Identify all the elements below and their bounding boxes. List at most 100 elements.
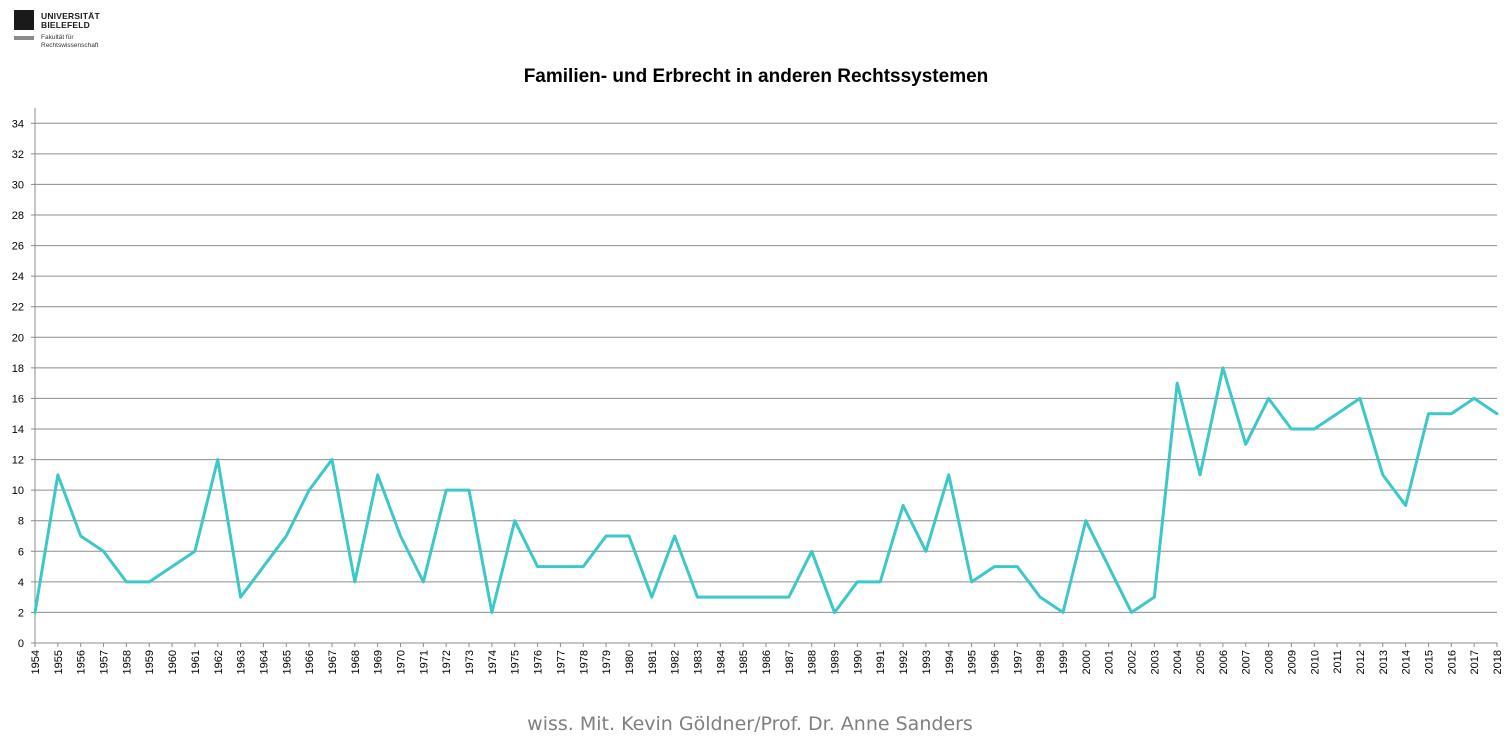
- x-tick-label: 1975: [510, 650, 522, 674]
- x-tick-label: 2001: [1104, 650, 1116, 674]
- x-tick-label: 2014: [1401, 650, 1413, 674]
- y-tick-label: 14: [12, 424, 24, 436]
- x-tick-label: 1980: [624, 650, 636, 674]
- y-tick-label: 0: [18, 638, 24, 650]
- x-tick-label: 2004: [1172, 650, 1184, 674]
- x-tick-label: 1970: [396, 650, 408, 674]
- x-tick-label: 1979: [601, 650, 613, 674]
- x-tick-label: 1971: [418, 650, 430, 674]
- x-tick-label: 1999: [1058, 650, 1070, 674]
- x-tick-label: 1994: [944, 650, 956, 674]
- x-tick-label: 1961: [190, 650, 202, 674]
- y-tick-label: 20: [12, 332, 24, 344]
- y-tick-label: 8: [18, 516, 24, 528]
- author-credit: wiss. Mit. Kevin Göldner/Prof. Dr. Anne …: [527, 713, 973, 735]
- x-tick-label: 1969: [373, 650, 385, 674]
- x-tick-label: 1956: [76, 650, 88, 674]
- x-tick-label: 1991: [875, 650, 887, 674]
- x-tick-label: 1954: [30, 650, 42, 674]
- logo-university-name: UNIVERSITÄT BIELEFELD: [41, 12, 100, 30]
- x-tick-label: 2003: [1149, 650, 1161, 674]
- x-tick-label: 1978: [578, 650, 590, 674]
- x-tick-label: 1955: [53, 650, 65, 674]
- logo-faculty-line-2: Rechtswissenschaft: [41, 41, 99, 49]
- x-tick-label: 2012: [1355, 650, 1367, 674]
- x-tick-label: 1988: [807, 650, 819, 674]
- x-tick-label: 1974: [487, 650, 499, 674]
- x-tick-label: 1959: [144, 650, 156, 674]
- x-tick-label: 1995: [967, 650, 979, 674]
- axes: [31, 108, 1498, 647]
- y-tick-label: 16: [12, 393, 24, 405]
- x-tick-label: 1993: [921, 650, 933, 674]
- x-tick-label: 2010: [1309, 650, 1321, 674]
- x-tick-label: 2002: [1127, 650, 1139, 674]
- y-tick-label: 2: [18, 607, 24, 619]
- x-tick-label: 2007: [1241, 650, 1253, 674]
- x-tick-label: 1977: [555, 650, 567, 674]
- x-tick-label: 1957: [99, 650, 111, 674]
- x-tick-label: 1967: [327, 650, 339, 674]
- logo-university-line-1: UNIVERSITÄT: [41, 11, 100, 21]
- x-tick-label: 1992: [898, 650, 910, 674]
- x-tick-labels: 1954 1955 1956 1957 1958 1959 1960 1961 1962 1963…: [30, 650, 1504, 674]
- x-tick-label: 2009: [1286, 650, 1298, 674]
- x-tick-label: 1964: [258, 650, 270, 674]
- logo-bar-icon: [14, 36, 34, 40]
- x-tick-label: 1998: [1035, 650, 1047, 674]
- logo-university-line-2: BIELEFELD: [41, 20, 91, 30]
- y-tick-label: 12: [12, 455, 24, 467]
- y-tick-label: 22: [12, 302, 24, 314]
- x-tick-label: 1960: [167, 650, 179, 674]
- logo-faculty-line-1: Fakultät für: [41, 34, 74, 41]
- gridlines: [35, 122, 1497, 613]
- x-tick-label: 1986: [761, 650, 773, 674]
- logo-square-icon: [14, 10, 34, 30]
- y-tick-label: 6: [18, 546, 24, 558]
- y-tick-label: 28: [12, 210, 24, 222]
- x-tick-label: 2015: [1423, 650, 1435, 674]
- x-tick-label: 1976: [533, 650, 545, 674]
- x-tick-label: 2006: [1218, 650, 1230, 674]
- x-tick-label: 1962: [213, 650, 225, 674]
- logo-faculty-name: Fakultät für Rechtswissenschaft: [41, 34, 98, 49]
- x-tick-label: 1983: [692, 650, 704, 674]
- x-tick-label: 1981: [647, 650, 659, 674]
- x-tick-label: 2018: [1492, 650, 1504, 674]
- x-tick-label: 1958: [121, 650, 133, 674]
- x-tick-label: 1972: [441, 650, 453, 674]
- x-tick-label: 1965: [281, 650, 293, 674]
- x-tick-label: 1968: [350, 650, 362, 674]
- y-tick-label: 4: [18, 577, 24, 589]
- series: [33, 366, 1499, 614]
- x-tick-label: 2016: [1446, 650, 1458, 674]
- y-tick-label: 10: [12, 485, 24, 497]
- x-tick-label: 1997: [1012, 650, 1024, 674]
- x-tick-label: 1996: [989, 650, 1001, 674]
- x-tick-label: 1989: [830, 650, 842, 674]
- y-tick-label: 18: [12, 363, 24, 375]
- x-tick-label: 1963: [236, 650, 248, 674]
- x-tick-label: 1966: [304, 650, 316, 674]
- y-tick-label: 32: [12, 149, 24, 161]
- x-tick-label: 2013: [1378, 650, 1390, 674]
- y-tick-label: 34: [12, 118, 24, 130]
- x-tick-label: 2008: [1264, 650, 1276, 674]
- university-logo: UNIVERSITÄT BIELEFELD Fakultät für Recht…: [14, 10, 154, 54]
- x-tick-label: 2011: [1332, 650, 1344, 674]
- x-tick-label: 1973: [464, 650, 476, 674]
- y-tick-label: 26: [12, 241, 24, 253]
- x-tick-label: 1990: [852, 650, 864, 674]
- y-tick-label: 30: [12, 179, 24, 191]
- x-tick-label: 2017: [1469, 650, 1481, 674]
- x-tick-label: 1982: [670, 650, 682, 674]
- x-tick-label: 2000: [1081, 650, 1093, 674]
- x-tick-label: 1987: [784, 650, 796, 674]
- x-tick-label: 2005: [1195, 650, 1207, 674]
- chart-title: Familien- und Erbrecht in anderen Rechts…: [523, 66, 989, 87]
- x-tick-label: 1985: [738, 650, 750, 674]
- y-tick-label: 24: [12, 271, 24, 283]
- x-tick-label: 1984: [715, 650, 727, 674]
